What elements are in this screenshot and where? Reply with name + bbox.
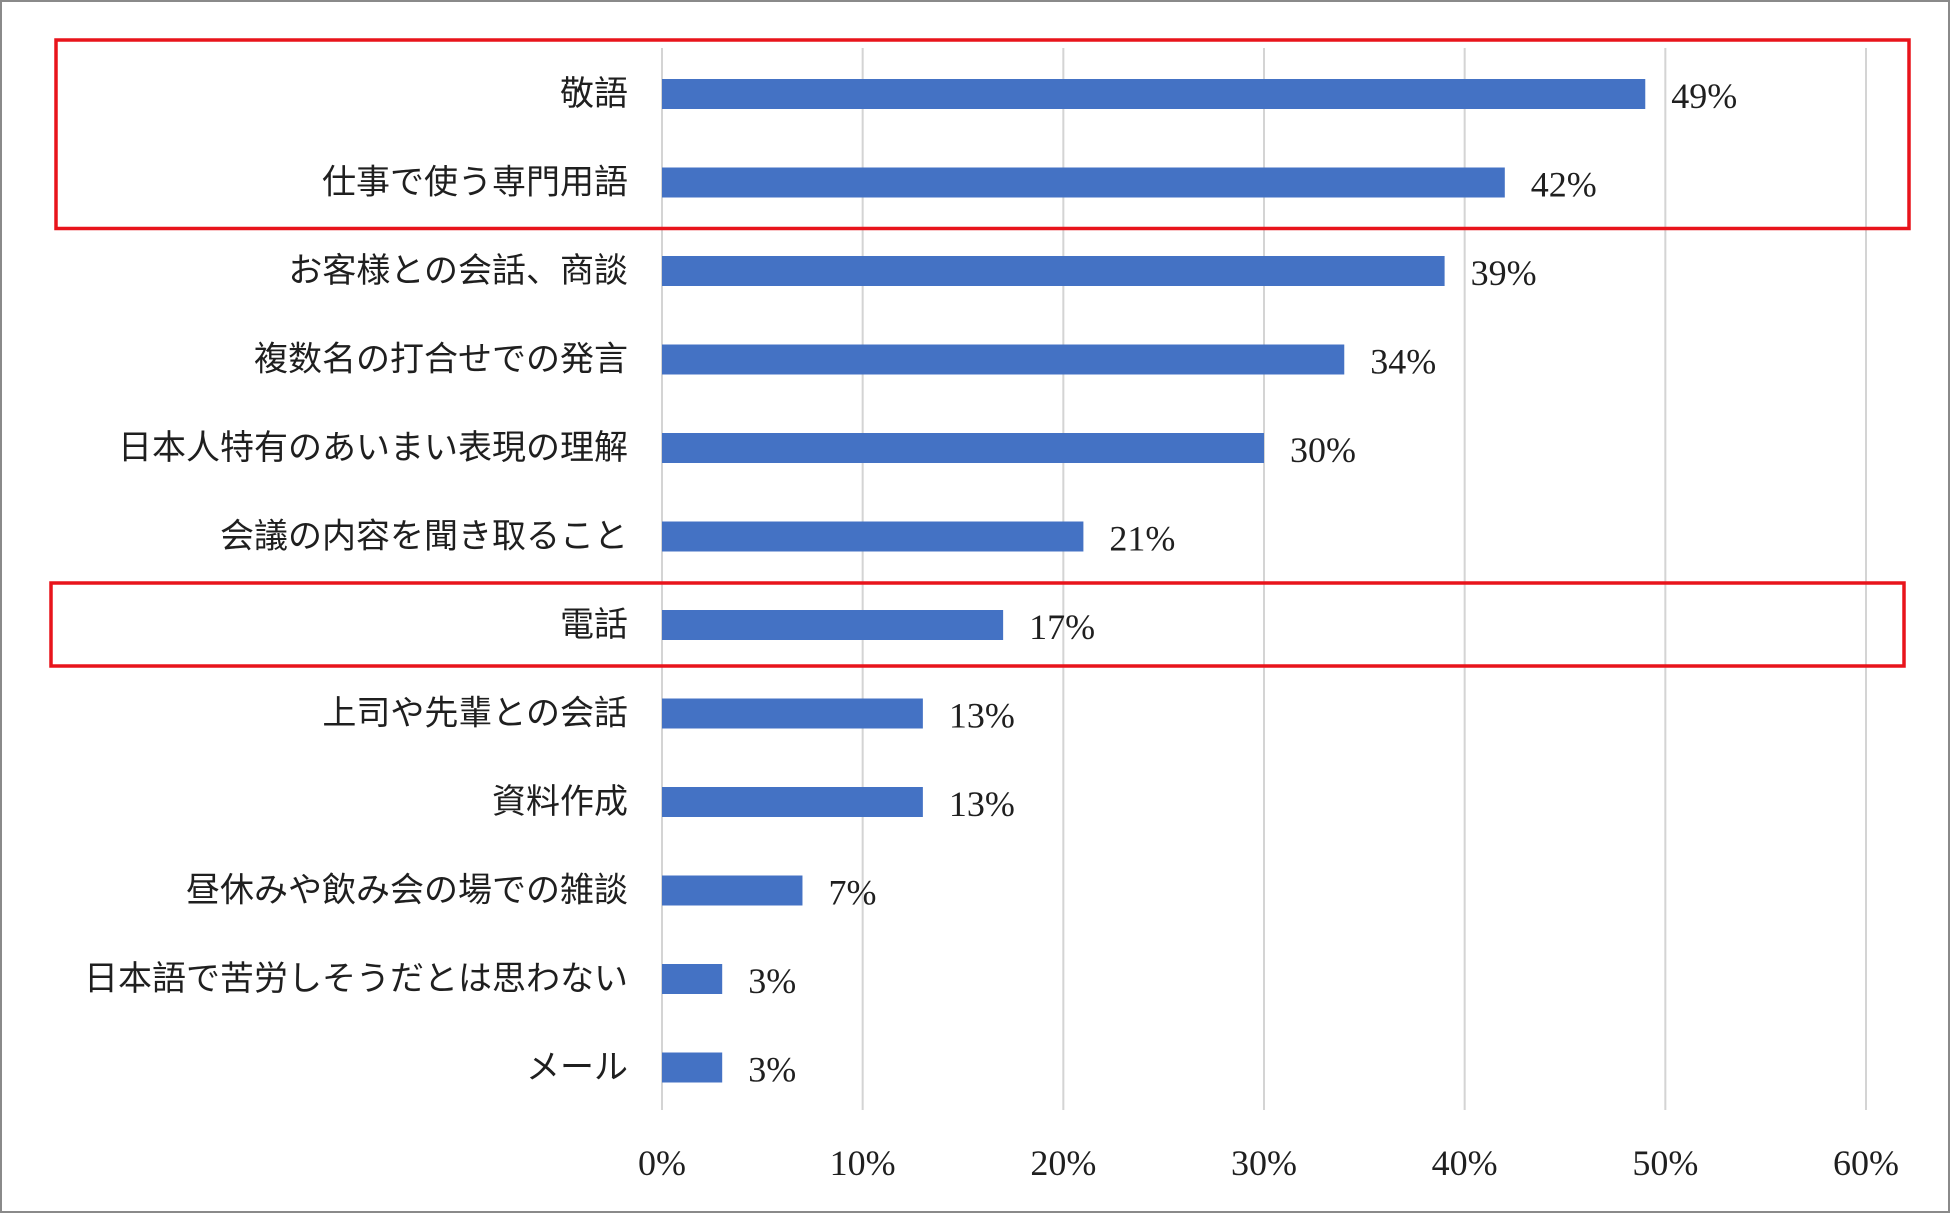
category-label-2: お客様との会話、商談 [288,251,628,291]
bar-6 [662,610,1004,640]
bar-4 [662,433,1264,463]
value-label-8: 13% [949,784,1015,824]
value-label-10: 3% [748,961,796,1001]
category-label-6: 電話 [560,605,628,645]
x-axis-tick-labels: 0% 10% 20% 30% 40% 50% 60% [638,1143,1899,1183]
category-label-1: 仕事で使う専門用語 [322,163,628,203]
bar-11 [662,1052,723,1083]
bar-10 [662,964,723,994]
category-label-11: メール [526,1048,628,1088]
category-label-8: 資料作成 [492,782,628,822]
value-label-4: 30% [1290,430,1356,470]
x-tick-label-5: 50% [1632,1143,1698,1183]
value-label-3: 34% [1370,342,1436,382]
category-label-4: 日本人特有のあいまい表現の理解 [118,428,628,468]
category-labels: 敬語仕事で使う専門用語お客様との会話、商談複数名の打合せでの発言日本人特有のあい… [84,74,628,1088]
bars [662,79,1646,1083]
x-tick-label-4: 40% [1432,1143,1498,1183]
highlight-boxes [49,38,1911,668]
category-label-0: 敬語 [560,74,628,114]
value-label-11: 3% [748,1050,796,1090]
category-label-5: 会議の内容を聞き取ること [220,517,628,557]
x-tick-label-1: 10% [830,1143,896,1183]
highlight-box-0 [54,38,1911,231]
x-tick-label-6: 60% [1833,1143,1899,1183]
category-label-10: 日本語で苦労しそうだとは思わない [84,959,628,999]
category-label-9: 昼休みや飲み会の場での雑談 [186,871,628,911]
highlight-box-1 [49,581,1906,668]
bar-5 [662,521,1084,552]
category-label-7: 上司や先輩との会話 [322,694,628,734]
value-label-7: 13% [949,696,1015,736]
bar-0 [662,79,1646,109]
x-tick-label-2: 20% [1030,1143,1096,1183]
bar-3 [662,344,1345,375]
bar-2 [662,256,1445,286]
value-label-6: 17% [1029,607,1095,647]
gridlines [661,48,1867,1110]
bar-8 [662,787,923,817]
value-label-2: 39% [1471,253,1537,293]
x-tick-label-0: 0% [638,1143,686,1183]
category-label-3: 複数名の打合せでの発言 [254,340,628,380]
value-label-9: 7% [828,873,876,913]
value-label-0: 49% [1671,76,1737,116]
value-labels: 49% 42% 39% 34% 30% 21% 17% 13% 13% 7% 3% 3% [748,76,1737,1090]
bar-7 [662,698,923,729]
x-tick-label-3: 30% [1231,1143,1297,1183]
value-label-1: 42% [1531,165,1597,205]
bar-9 [662,875,803,906]
value-label-5: 21% [1109,519,1175,559]
bar-1 [662,167,1505,198]
